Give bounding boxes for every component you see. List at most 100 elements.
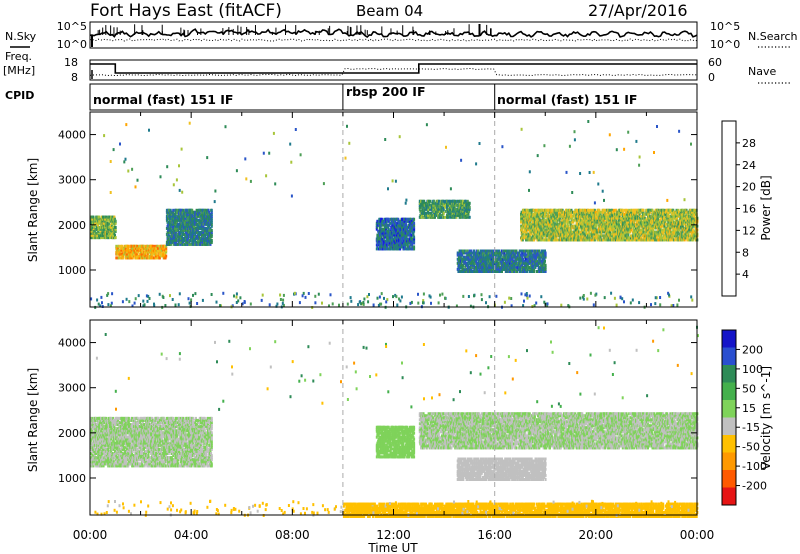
echo-cell [94,219,97,223]
echo-cell [137,246,140,250]
echo-cell [108,225,111,229]
echo-cell [112,227,115,231]
echo-cell [144,248,147,252]
echo-cell [121,252,123,256]
echo-cell [131,248,134,252]
echo-cell [126,256,129,260]
echo-cell [95,232,98,235]
echo-cell [131,246,134,250]
echo-cell [148,248,151,252]
echo-cell [146,256,149,260]
echo-cell [167,236,170,240]
echo-cell [92,215,95,219]
echo-cell [554,208,557,212]
echo-cell [103,225,106,229]
station-title: Fort Hays East (fitACF) [90,1,282,21]
echo-cell [169,212,171,216]
echo-cell [165,244,168,248]
echo-cell [115,244,118,248]
echo-cell [120,246,123,250]
echo-cell [91,230,94,233]
echo-cell [167,230,170,234]
date-title: 27/Apr/2016 [588,1,688,20]
freq-traces [89,63,698,79]
echo-cell [122,252,125,256]
echo-cell [122,256,125,260]
echo-cell [544,259,546,263]
echo-cell [167,228,170,232]
echo-cell [146,248,149,252]
echo-cell [96,227,99,231]
echo-cell [98,227,101,231]
echo-cell [127,246,130,250]
echo-cell [97,230,100,233]
echo-cell [129,250,132,254]
echo-cell [113,232,116,235]
echo-cell [133,254,136,258]
echo-cell [102,236,104,240]
echo-cell [413,221,416,225]
echo-cell [166,226,169,230]
cpid-segment-2: rbsp 200 IF [346,84,426,99]
echo-cell [120,248,123,252]
echo-cell [118,244,121,248]
echo-cell [117,246,120,250]
echo-cell [172,240,175,244]
echo-cell [141,256,144,260]
echo-cell [126,254,129,258]
echo-cell [165,250,168,254]
echo-cell [172,226,175,230]
echo-cell [114,217,116,221]
freq-label-line1: Freq. [5,50,32,63]
freq-left-tick-top: 18 [64,56,78,69]
echo-cell [114,227,117,231]
echo-cell [168,220,171,224]
echo-cell [108,221,111,225]
echo-cell [544,251,547,255]
echo-cell [158,246,161,250]
echo-cell [137,254,140,258]
echo-cell [160,248,163,252]
echo-cell [152,244,154,248]
echo-cell [162,248,165,252]
echo-cell [167,222,170,226]
cpid-label: CPID [5,89,34,102]
echo-cell [107,217,110,221]
echo-cell [108,219,111,223]
echo-cell [110,225,113,229]
echo-cell [94,230,97,233]
echo-cell [146,246,149,250]
frequency-trace [90,63,697,74]
echo-cell [95,217,98,221]
echo-cell [112,225,115,229]
echo-cell [113,215,116,219]
echo-cell [105,236,108,240]
echo-cell [114,230,117,233]
echo-cell [100,234,103,238]
echo-cell [160,254,163,258]
echo-cell [110,223,113,227]
echo-cell [98,236,101,240]
echo-cell [91,236,94,240]
echo-cell [100,223,103,227]
echo-cell [165,254,168,258]
nsearch-trace [89,38,698,42]
frequency-panel: Freq. [MHz] 18 8 60 0 Nave [3,50,790,84]
echo-cell [133,252,135,256]
echo-cell [166,240,169,244]
echo-cell [160,244,163,248]
beam-title: Beam 04 [356,2,423,20]
echo-cell [114,221,117,225]
echo-cell [169,230,171,234]
echo-cell [122,254,125,258]
echo-cell [141,248,144,252]
echo-cell [165,246,168,250]
echo-cell [154,246,157,250]
echo-cell [168,208,171,212]
echo-cell [164,244,166,248]
echo-cell [91,217,94,221]
echo-cell [102,234,104,238]
echo-cell [95,236,98,240]
freq-label-line2: [MHz] [3,64,35,77]
echo-cell [169,208,172,212]
